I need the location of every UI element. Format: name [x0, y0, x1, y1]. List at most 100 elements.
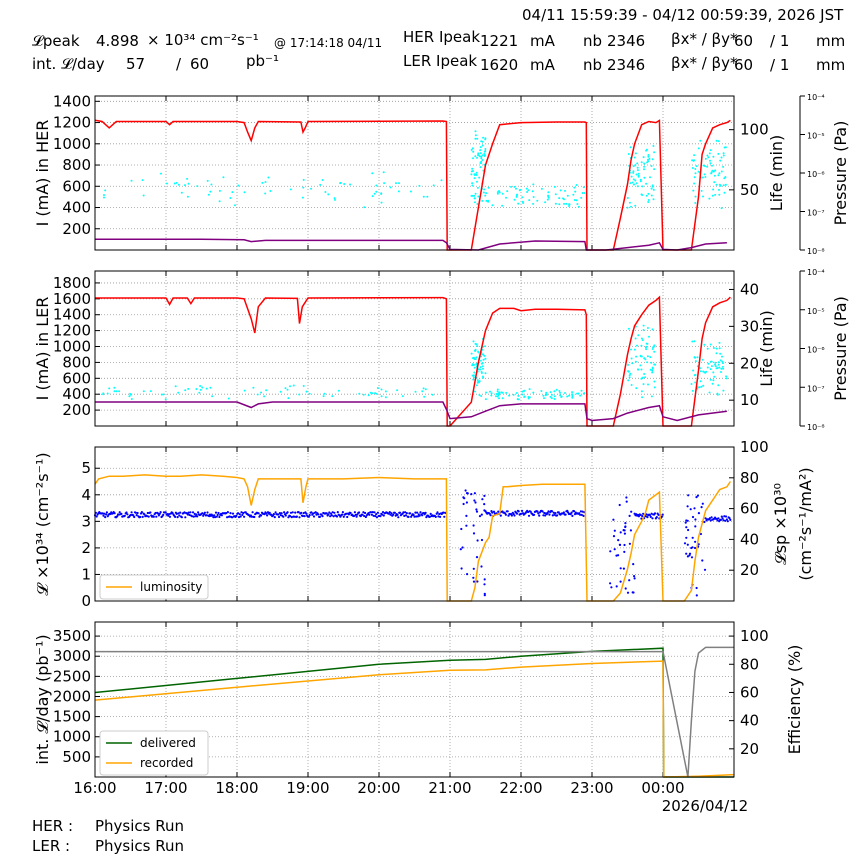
pressure-point: [715, 183, 718, 186]
pressure-point: [634, 152, 637, 155]
pressure-point: [510, 185, 513, 188]
pressure-point: [546, 198, 549, 201]
beta-her-unit: mm: [816, 32, 846, 50]
specific-lumi-point: [318, 515, 321, 519]
pressure-point: [646, 158, 649, 161]
pressure-point: [722, 362, 724, 365]
pressure-point: [532, 202, 535, 205]
pressure-point: [640, 161, 643, 164]
specific-lumi-point: [155, 515, 158, 518]
specific-lumi-point: [312, 512, 315, 515]
legend-entry-delivered: delivered: [140, 736, 196, 750]
specific-lumi-point: [571, 514, 574, 518]
pressure-point: [371, 392, 374, 395]
specific-lumi-point: [536, 510, 539, 513]
specific-lumi-point: [694, 525, 697, 528]
specific-lumi-point: [699, 532, 703, 536]
pressure-point: [692, 369, 695, 372]
specific-lumi-point: [510, 514, 513, 517]
specific-lumi-point: [710, 516, 713, 519]
pressure-point: [474, 390, 476, 393]
pressure-point: [484, 357, 487, 360]
specific-lumi-point: [416, 511, 419, 514]
pressure-point: [643, 373, 646, 375]
pressure-point: [696, 356, 699, 359]
pressure-point: [528, 388, 531, 391]
pressure-point: [710, 172, 713, 175]
specific-lumi-point: [396, 513, 399, 517]
specific-lumi-point: [615, 554, 618, 557]
pressure-point: [375, 184, 378, 187]
specific-lumi-point: [364, 511, 367, 515]
specific-lumi-point: [217, 511, 220, 515]
pressure-point: [108, 387, 111, 390]
specific-lumi-point: [688, 554, 691, 557]
specific-lumi-point: [277, 513, 280, 516]
pressure-point: [422, 195, 425, 198]
x-tick-label: 21:00: [428, 779, 471, 797]
pressure-point: [508, 394, 511, 397]
specific-lumi-point: [157, 514, 160, 517]
y-tick-label: 1400: [53, 306, 91, 324]
pressure-point: [177, 183, 180, 186]
pressure-point: [632, 165, 635, 168]
specific-lumi-point: [314, 511, 317, 514]
pressure-point: [373, 192, 376, 195]
pressure-point: [472, 157, 474, 160]
specific-lumi-point: [317, 513, 320, 516]
specific-lumi-point: [278, 511, 281, 515]
y2-axis-label: 𝓛sp ×10³⁰: [771, 483, 790, 565]
specific-lumi-point: [465, 524, 468, 527]
specific-lumi-point: [336, 510, 339, 514]
specific-lumi-point: [460, 567, 463, 570]
pressure-point: [700, 189, 703, 192]
pressure-point: [237, 184, 240, 187]
specific-lumi-point: [216, 513, 219, 517]
specific-lumi-point: [113, 512, 116, 515]
pressure-point: [650, 361, 653, 364]
specific-lumi-point: [363, 514, 366, 518]
pressure-point: [481, 144, 484, 147]
pressure-point: [472, 170, 474, 172]
pressure-point: [571, 393, 574, 396]
pressure-point: [715, 347, 718, 350]
pressure-point: [141, 179, 144, 182]
specific-lumi-point: [466, 573, 469, 576]
pressure-point: [706, 347, 709, 350]
specific-lumi-point: [328, 511, 331, 514]
pressure-point: [559, 189, 562, 192]
specific-lumi-point: [189, 511, 192, 514]
pressure-point: [517, 202, 520, 205]
specific-lumi-point: [691, 536, 694, 539]
pressure-point: [723, 177, 726, 180]
specific-lumi-point: [332, 515, 335, 518]
pressure-point: [481, 353, 484, 356]
specific-lumi-point: [480, 565, 483, 568]
pressure-point: [480, 395, 483, 397]
pressure-point: [583, 392, 586, 395]
specific-lumi-point: [637, 515, 641, 518]
pressure-point: [397, 190, 400, 193]
pressure-point: [722, 184, 725, 187]
specific-lumi-point: [382, 514, 385, 517]
pressure-point: [646, 361, 649, 364]
beta-ler-unit: mm: [816, 56, 846, 74]
pressure-point: [481, 362, 484, 364]
pressure-point: [376, 387, 379, 389]
specific-lumi-point: [134, 511, 137, 514]
pressure-point: [410, 190, 412, 193]
specific-lumi-point: [397, 516, 400, 519]
pressure-point: [517, 398, 520, 401]
pressure-point: [474, 192, 477, 195]
specific-lumi-point: [180, 516, 183, 519]
pressure-point: [651, 369, 654, 372]
footer-her-status: Physics Run: [95, 817, 185, 835]
specific-lumi-point: [349, 511, 352, 515]
pressure-point: [491, 204, 494, 207]
specific-lumi-point: [660, 515, 664, 518]
pressure-point: [712, 379, 715, 382]
pressure-point: [640, 344, 643, 347]
pressure-point: [645, 348, 648, 351]
beta-her-y: / 1: [770, 32, 790, 50]
